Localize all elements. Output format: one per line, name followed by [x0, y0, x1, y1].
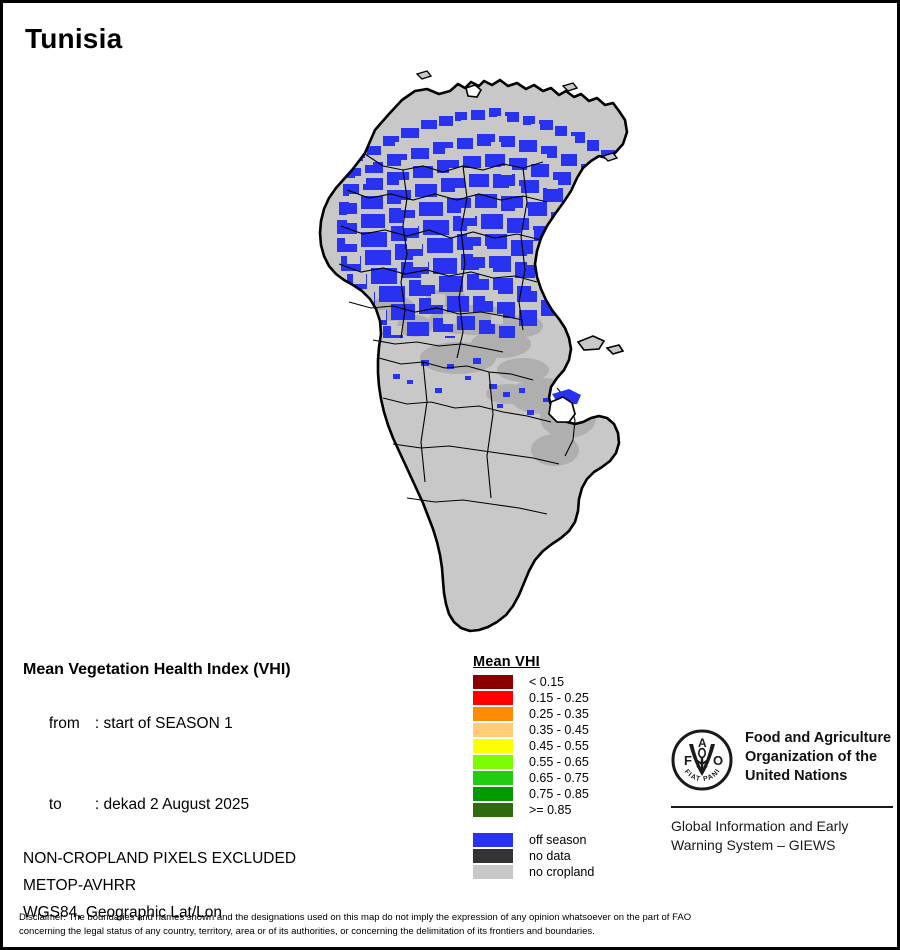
- metadata-from-key: from: [48, 715, 80, 732]
- metadata-from-sep: :: [94, 715, 104, 732]
- legend-special-row[interactable]: no cropland: [473, 864, 594, 880]
- metadata-sensor: METOP-AVHRR: [23, 877, 137, 894]
- legend-class-label: 0.75 - 0.85: [529, 787, 589, 801]
- map-offseason-island-patch: [548, 389, 581, 423]
- fao-name-line-3: United Nations: [745, 768, 848, 784]
- legend-class-row[interactable]: 0.65 - 0.75: [473, 770, 594, 786]
- legend-class-label: 0.55 - 0.65: [529, 755, 589, 769]
- legend-class-row[interactable]: 0.45 - 0.55: [473, 738, 594, 754]
- metadata-row-from: from: start of SEASON 1: [23, 683, 453, 764]
- legend-class-label: 0.25 - 0.35: [529, 707, 589, 721]
- metadata-to-sep: :: [94, 796, 104, 813]
- metadata-row-to: to: dekad 2 August 2025: [23, 764, 453, 845]
- legend-class-label: 0.15 - 0.25: [529, 691, 589, 705]
- legend-class-row[interactable]: 0.25 - 0.35: [473, 706, 594, 722]
- legend-class-list: < 0.15 0.15 - 0.25 0.25 - 0.35 0.35 - 0.45 0…: [473, 674, 594, 818]
- legend-title: Mean VHI: [473, 654, 540, 670]
- legend-class-swatch: [473, 787, 513, 801]
- disclaimer-line-2: concerning the legal status of any count…: [19, 926, 595, 937]
- map-metadata-block: Mean Vegetation Health Index (VHI) from:…: [23, 656, 453, 926]
- fao-name-line-1: Food and Agriculture: [745, 730, 892, 746]
- tunisia-map-svg[interactable]: [3, 58, 897, 648]
- legend-special-swatch: [473, 865, 513, 879]
- legend-class-swatch: [473, 803, 513, 817]
- legend-class-row[interactable]: 0.35 - 0.45: [473, 722, 594, 738]
- country-outline: [318, 78, 629, 633]
- legend-special-swatch: [473, 849, 513, 863]
- metadata-heading: Mean Vegetation Health Index (VHI): [23, 661, 291, 678]
- legend-special-row[interactable]: no data: [473, 848, 594, 864]
- metadata-from-value: start of SEASON 1: [103, 715, 233, 732]
- giews-line-2: Warning System – GIEWS: [671, 837, 836, 853]
- legend-special-row[interactable]: off season: [473, 832, 594, 848]
- legend-class-row[interactable]: 0.55 - 0.65: [473, 754, 594, 770]
- fao-branding: F A O FIAT PANIS Food and Agriculture Or…: [668, 724, 893, 855]
- legend-class-swatch: [473, 723, 513, 737]
- page-title: Tunisia: [25, 23, 123, 54]
- metadata-projection: WGS84, Geographic Lat/Lon: [23, 904, 223, 921]
- legend-class-label: 0.65 - 0.75: [529, 771, 589, 785]
- svg-text:A: A: [698, 736, 707, 750]
- svg-text:F: F: [684, 753, 692, 768]
- legend-class-swatch: [473, 771, 513, 785]
- metadata-to-value: dekad 2 August 2025: [103, 796, 250, 813]
- giews-program-name: Global Information and Early Warning Sys…: [671, 817, 893, 855]
- fao-organization-name: Food and Agriculture Organization of the…: [745, 729, 891, 786]
- giews-line-1: Global Information and Early: [671, 818, 849, 834]
- legend-special-label: off season: [529, 833, 587, 847]
- metadata-cropland-note: NON-CROPLAND PIXELS EXCLUDED: [23, 850, 297, 867]
- legend-spacer: [473, 818, 594, 832]
- legend-special-swatch: [473, 833, 513, 847]
- legend-class-row[interactable]: 0.15 - 0.25: [473, 690, 594, 706]
- disclaimer-line-1: Disclaimer: The boundaries and names sho…: [19, 912, 692, 923]
- metadata-to-key: to: [48, 796, 62, 813]
- legend-class-swatch: [473, 739, 513, 753]
- legend-class-label: >= 0.85: [529, 803, 572, 817]
- legend-class-swatch: [473, 755, 513, 769]
- legend-special-label: no cropland: [529, 865, 595, 879]
- legend-special-list: off season no data no cropland: [473, 832, 594, 880]
- fao-name-line-2: Organization of the: [745, 749, 878, 765]
- legend-class-row[interactable]: 0.75 - 0.85: [473, 786, 594, 802]
- legend-class-swatch: [473, 675, 513, 689]
- legend-class-row[interactable]: < 0.15: [473, 674, 594, 690]
- disclaimer: Disclaimer: The boundaries and names sho…: [19, 911, 879, 939]
- legend-class-label: 0.45 - 0.55: [529, 739, 589, 753]
- legend-class-row[interactable]: >= 0.85: [473, 802, 594, 818]
- map-canvas[interactable]: [3, 58, 897, 648]
- legend-class-label: 0.35 - 0.45: [529, 723, 589, 737]
- legend-class-swatch: [473, 707, 513, 721]
- fao-logo-icon: F A O FIAT PANIS: [668, 724, 733, 796]
- legend: Mean VHI < 0.15 0.15 - 0.25 0.25 - 0.35 0.3…: [473, 654, 594, 880]
- legend-class-swatch: [473, 691, 513, 705]
- legend-class-label: < 0.15: [529, 675, 565, 689]
- legend-special-label: no data: [529, 849, 571, 863]
- svg-text:O: O: [713, 753, 723, 768]
- fao-divider: [671, 806, 893, 808]
- map-islands: [415, 70, 625, 355]
